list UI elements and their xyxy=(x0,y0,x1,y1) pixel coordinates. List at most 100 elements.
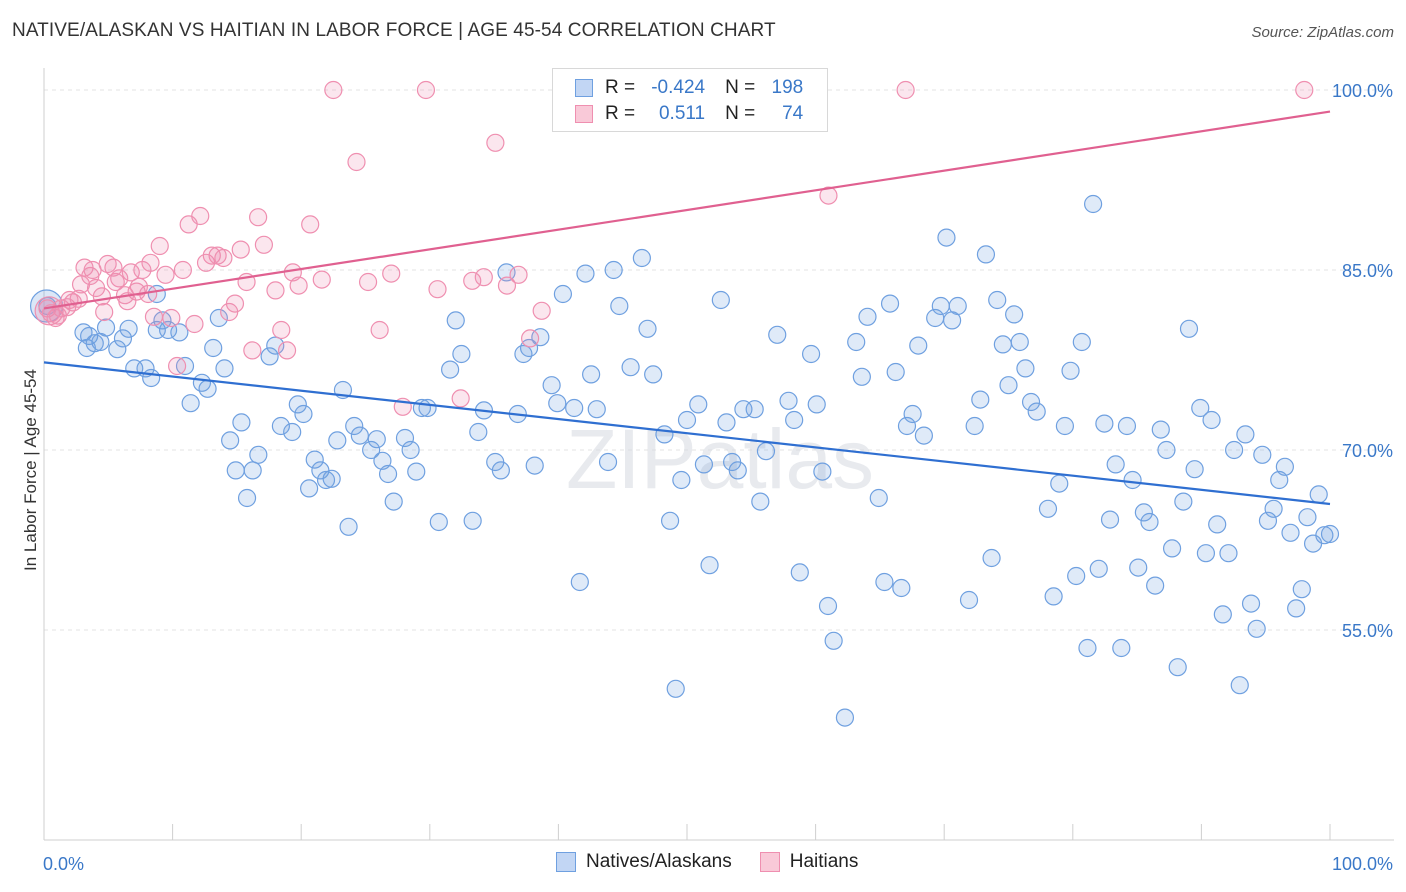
native-point xyxy=(1061,361,1080,380)
native-point xyxy=(694,455,714,474)
legend-item-haitians: Haitians xyxy=(759,851,858,873)
native-point xyxy=(1038,499,1058,518)
native-point xyxy=(1298,508,1317,527)
native-point xyxy=(1241,594,1261,613)
native-point xyxy=(215,359,234,378)
native-point xyxy=(598,452,618,472)
legend-n-value-natives: 198 xyxy=(771,77,804,98)
haitian-point xyxy=(486,133,505,152)
haitian-point xyxy=(509,265,528,284)
native-point xyxy=(745,400,764,419)
haitian-point xyxy=(191,206,210,226)
haitian-point xyxy=(231,240,250,259)
tick-labels: 55.0% 70.0% 85.0% 100.0% 0.0% 100.0% xyxy=(43,81,1393,874)
haitian-point xyxy=(196,253,216,272)
trend-line-natives xyxy=(43,361,1331,506)
native-point xyxy=(897,416,917,436)
haitian-point xyxy=(129,277,149,296)
native-point xyxy=(1281,523,1300,542)
haitian-point xyxy=(497,276,517,295)
native-point xyxy=(362,440,381,460)
native-point xyxy=(1213,605,1232,624)
native-point xyxy=(542,376,561,395)
native-point xyxy=(407,462,426,481)
native-point xyxy=(1174,492,1193,511)
native-point xyxy=(976,245,996,264)
haitian-point xyxy=(347,152,366,172)
native-point xyxy=(170,323,189,342)
native-point xyxy=(1106,455,1125,474)
native-point xyxy=(1287,599,1306,618)
native-point xyxy=(401,440,420,460)
native-point xyxy=(728,461,747,480)
native-point xyxy=(491,461,510,480)
native-point xyxy=(965,416,984,436)
native-point xyxy=(570,572,589,592)
haitian-point xyxy=(225,294,245,313)
native-point xyxy=(565,398,584,418)
native-point xyxy=(1258,511,1278,530)
haitian-point xyxy=(104,258,123,277)
haitian-point xyxy=(896,80,915,100)
native-point xyxy=(1208,515,1227,534)
x-tick-label: 0.0% xyxy=(43,854,84,874)
native-point xyxy=(1067,566,1086,586)
y-axis-title: In Labor Force | Age 45-54 xyxy=(21,369,40,571)
haitian-point xyxy=(382,264,401,283)
haitian-point xyxy=(266,281,285,300)
legend-r-value-natives: -0.424 xyxy=(651,77,706,98)
legend-r-value-haitians: 0.511 xyxy=(658,103,706,124)
native-point xyxy=(294,404,313,424)
native-point xyxy=(632,248,651,268)
legend-n-label: N = xyxy=(725,103,756,124)
native-point xyxy=(1112,638,1131,658)
native-point xyxy=(672,470,691,490)
native-point xyxy=(660,511,680,530)
native-point xyxy=(1320,524,1340,544)
x-tick-label: 100.0% xyxy=(1332,854,1393,874)
native-point xyxy=(1309,485,1328,504)
native-point xyxy=(1078,638,1097,658)
haitian-point xyxy=(416,80,436,100)
native-point xyxy=(1117,416,1137,436)
native-point xyxy=(1236,425,1255,444)
haitian-point xyxy=(185,314,204,334)
haitian-point xyxy=(451,389,470,408)
native-point xyxy=(232,413,251,432)
native-point xyxy=(221,431,240,450)
native-point xyxy=(717,413,736,432)
native-point xyxy=(1275,457,1294,476)
native-point xyxy=(886,362,905,382)
native-point xyxy=(801,344,821,364)
native-point xyxy=(779,391,798,410)
native-point xyxy=(988,290,1007,310)
native-point xyxy=(644,365,663,384)
series-natives-points xyxy=(29,194,1340,727)
haitian-point xyxy=(289,276,308,295)
haitian-point xyxy=(150,236,169,256)
haitian-point xyxy=(254,235,274,254)
native-point xyxy=(328,431,347,450)
native-point xyxy=(604,260,623,280)
native-point xyxy=(1016,359,1035,378)
axes xyxy=(43,68,1394,841)
native-point xyxy=(119,319,138,338)
native-point xyxy=(711,290,730,310)
native-point xyxy=(700,556,719,575)
haitian-point xyxy=(370,320,389,340)
native-point xyxy=(299,479,319,498)
native-point xyxy=(982,548,1001,568)
native-point xyxy=(785,410,804,430)
native-point xyxy=(1230,676,1249,695)
native-point xyxy=(1225,440,1244,460)
native-point xyxy=(384,492,403,511)
native-point xyxy=(249,445,268,464)
native-point xyxy=(751,492,770,511)
native-point xyxy=(909,336,928,355)
native-point xyxy=(1247,619,1266,638)
native-point xyxy=(1095,414,1114,433)
native-point xyxy=(113,329,133,348)
native-point xyxy=(519,338,539,358)
native-point xyxy=(1185,460,1204,479)
native-point xyxy=(875,572,894,592)
